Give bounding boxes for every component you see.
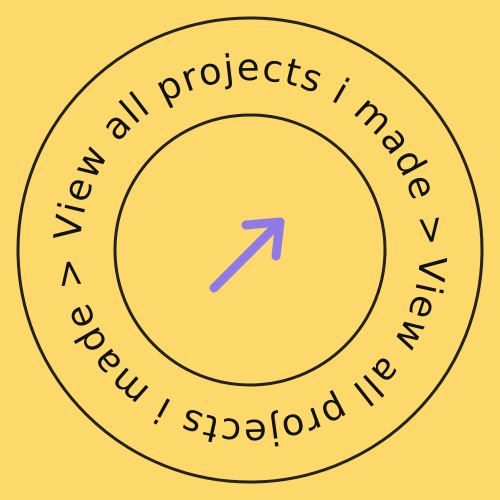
inner-ring: [113, 113, 387, 387]
arrow-up-right-icon[interactable]: [209, 217, 285, 293]
outer-ring: [16, 16, 484, 484]
